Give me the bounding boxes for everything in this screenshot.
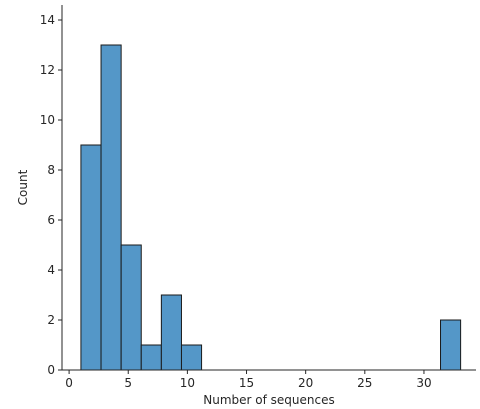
x-tick-label: 30 xyxy=(416,376,431,390)
x-axis-ticks: 0 5 10 15 20 25 30 xyxy=(65,370,432,390)
bars-group xyxy=(80,44,462,371)
histogram-bar xyxy=(140,344,162,371)
y-tick-label: 4 xyxy=(47,263,55,277)
y-tick-label: 12 xyxy=(40,63,55,77)
histogram-bar xyxy=(180,344,203,371)
y-axis-ticks: 0 2 4 6 8 10 12 14 xyxy=(40,13,62,377)
histogram-bar xyxy=(440,319,462,371)
x-tick-label: 25 xyxy=(357,376,372,390)
y-tick-label: 2 xyxy=(47,313,55,327)
histogram-bar xyxy=(80,144,102,371)
y-tick-label: 0 xyxy=(47,363,55,377)
x-tick-label: 15 xyxy=(239,376,254,390)
y-tick-label: 8 xyxy=(47,163,55,177)
x-tick-label: 10 xyxy=(180,376,195,390)
x-tick-label: 0 xyxy=(65,376,73,390)
y-tick-label: 6 xyxy=(47,213,55,227)
x-axis-title: Number of sequences xyxy=(203,393,334,407)
x-tick-label: 5 xyxy=(124,376,132,390)
x-tick-label: 20 xyxy=(298,376,313,390)
histogram-bar xyxy=(100,44,122,371)
y-tick-label: 14 xyxy=(40,13,55,27)
histogram-bar xyxy=(160,294,182,371)
y-axis-title: Count xyxy=(16,169,30,205)
y-tick-label: 10 xyxy=(40,113,55,127)
histogram-bar xyxy=(120,244,142,371)
